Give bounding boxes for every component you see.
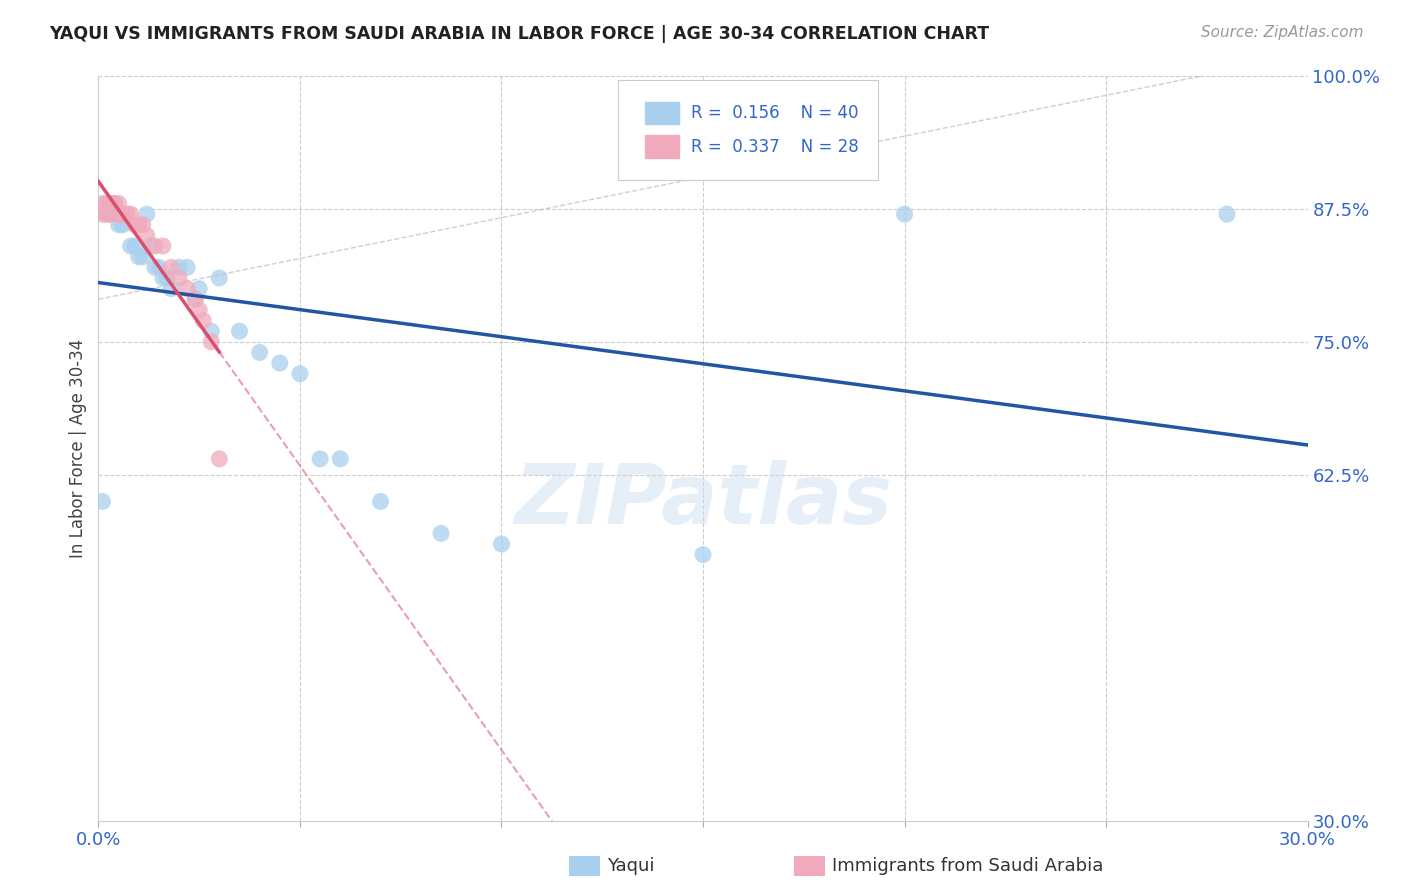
Point	[91, 196, 114, 211]
Point	[100, 196, 122, 211]
Point	[491, 537, 513, 551]
Point	[128, 218, 150, 232]
Point	[156, 271, 179, 285]
Point	[184, 293, 207, 307]
Point	[143, 260, 166, 275]
Point	[100, 196, 122, 211]
Bar	[645, 136, 679, 158]
Point	[370, 494, 392, 508]
Point	[188, 282, 211, 296]
Point	[91, 207, 114, 221]
Point	[111, 218, 134, 232]
Point	[135, 228, 157, 243]
Point	[329, 451, 352, 466]
Point	[135, 207, 157, 221]
FancyBboxPatch shape	[619, 79, 879, 180]
Text: Source: ZipAtlas.com: Source: ZipAtlas.com	[1201, 25, 1364, 40]
Point	[208, 271, 231, 285]
Point	[288, 367, 311, 381]
Point	[103, 207, 125, 221]
Point	[160, 282, 183, 296]
Point	[176, 282, 198, 296]
Point	[208, 451, 231, 466]
Text: ZIPatlas: ZIPatlas	[515, 460, 891, 541]
Point	[160, 260, 183, 275]
Point	[111, 207, 134, 221]
Bar	[645, 102, 679, 124]
Point	[120, 207, 142, 221]
Point	[103, 196, 125, 211]
Point	[115, 207, 138, 221]
Point	[692, 548, 714, 562]
Text: YAQUI VS IMMIGRANTS FROM SAUDI ARABIA IN LABOR FORCE | AGE 30-34 CORRELATION CHA: YAQUI VS IMMIGRANTS FROM SAUDI ARABIA IN…	[49, 25, 990, 43]
Text: R =  0.156    N = 40: R = 0.156 N = 40	[690, 104, 859, 122]
Point	[132, 218, 155, 232]
Point	[107, 207, 129, 221]
Point	[96, 207, 118, 221]
Point	[200, 334, 222, 349]
Y-axis label: In Labor Force | Age 30-34: In Labor Force | Age 30-34	[69, 339, 87, 558]
Point	[249, 345, 271, 359]
Point	[309, 451, 332, 466]
Point	[107, 196, 129, 211]
Point	[228, 324, 250, 338]
Point	[1216, 207, 1239, 221]
Point	[111, 207, 134, 221]
Text: Yaqui: Yaqui	[607, 857, 655, 875]
Point	[139, 239, 162, 253]
Point	[152, 239, 174, 253]
Point	[124, 218, 146, 232]
Point	[893, 207, 915, 221]
Point	[188, 302, 211, 317]
Point	[143, 239, 166, 253]
Point	[167, 271, 190, 285]
Point	[269, 356, 291, 370]
Text: Immigrants from Saudi Arabia: Immigrants from Saudi Arabia	[832, 857, 1104, 875]
Point	[107, 218, 129, 232]
Point	[148, 260, 170, 275]
Point	[120, 239, 142, 253]
Point	[100, 207, 122, 221]
Point	[96, 196, 118, 211]
Point	[193, 313, 215, 327]
Point	[96, 207, 118, 221]
Point	[111, 207, 134, 221]
Point	[128, 250, 150, 264]
Point	[91, 494, 114, 508]
Point	[167, 260, 190, 275]
Point	[103, 207, 125, 221]
Text: R =  0.337    N = 28: R = 0.337 N = 28	[690, 137, 859, 155]
Point	[430, 526, 453, 541]
Point	[132, 250, 155, 264]
Point	[107, 207, 129, 221]
Point	[124, 239, 146, 253]
Point	[115, 207, 138, 221]
Point	[200, 324, 222, 338]
Point	[103, 196, 125, 211]
Point	[100, 207, 122, 221]
Point	[176, 260, 198, 275]
Point	[184, 293, 207, 307]
Point	[152, 271, 174, 285]
